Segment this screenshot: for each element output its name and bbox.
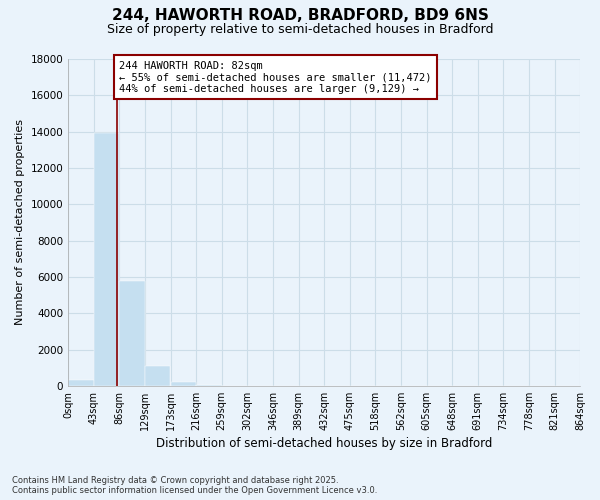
X-axis label: Distribution of semi-detached houses by size in Bradford: Distribution of semi-detached houses by … xyxy=(156,437,492,450)
Y-axis label: Number of semi-detached properties: Number of semi-detached properties xyxy=(15,120,25,326)
Bar xyxy=(170,382,196,386)
Text: 244, HAWORTH ROAD, BRADFORD, BD9 6NS: 244, HAWORTH ROAD, BRADFORD, BD9 6NS xyxy=(112,8,488,22)
Text: Contains HM Land Registry data © Crown copyright and database right 2025.
Contai: Contains HM Land Registry data © Crown c… xyxy=(12,476,377,495)
Bar xyxy=(196,385,221,386)
Bar xyxy=(145,366,170,386)
Text: Size of property relative to semi-detached houses in Bradford: Size of property relative to semi-detach… xyxy=(107,22,493,36)
Bar xyxy=(119,280,145,386)
Bar xyxy=(68,380,94,386)
Bar xyxy=(94,134,119,386)
Text: 244 HAWORTH ROAD: 82sqm
← 55% of semi-detached houses are smaller (11,472)
44% o: 244 HAWORTH ROAD: 82sqm ← 55% of semi-de… xyxy=(119,60,431,94)
